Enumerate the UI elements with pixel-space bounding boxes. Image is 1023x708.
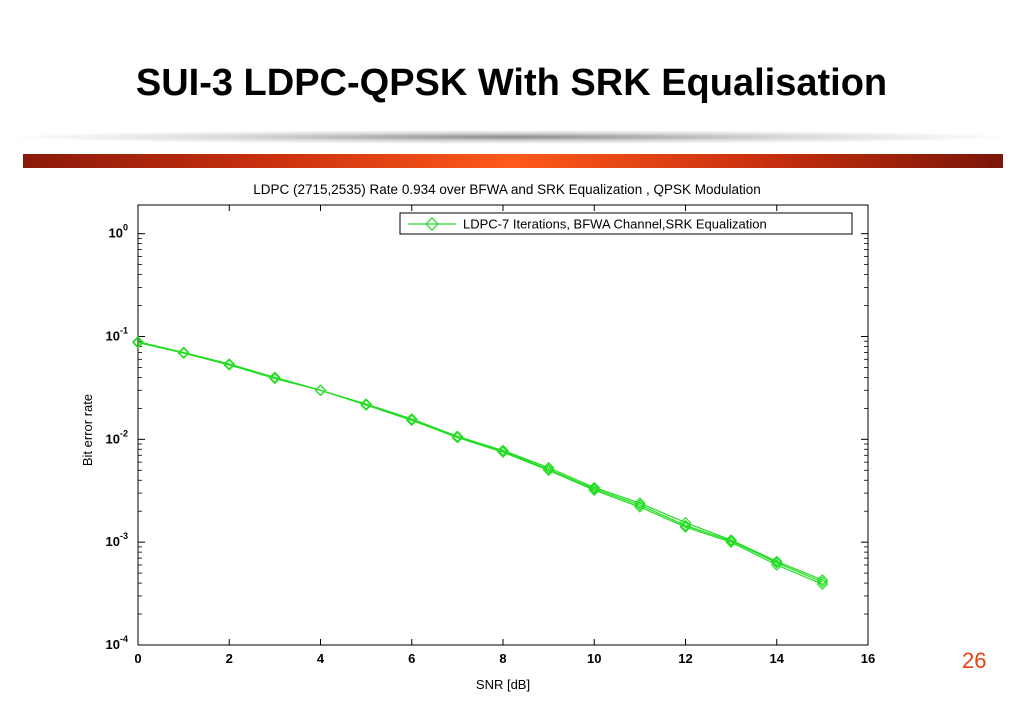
title-shadow-divider	[15, 130, 1008, 144]
data-point-marker	[679, 519, 692, 532]
accent-bar	[23, 154, 1003, 168]
series-layer	[132, 335, 829, 590]
data-point-marker	[634, 499, 646, 511]
data-point-marker	[588, 483, 601, 495]
legend-entry-label: LDPC-7 Iterations, BFWA Channel,SRK Equa…	[463, 217, 767, 232]
series-line-2	[137, 342, 823, 585]
data-point-marker	[770, 559, 783, 571]
series-line-3	[137, 341, 823, 583]
data-point-marker	[816, 578, 829, 590]
plot-area	[137, 204, 869, 646]
y-axis-label: Bit error rate	[80, 394, 95, 466]
data-point-marker	[177, 346, 190, 359]
x-tick-label: 16	[861, 651, 875, 666]
data-point-marker	[588, 484, 601, 496]
data-point-marker	[269, 371, 281, 384]
data-point-marker	[405, 413, 418, 425]
slide-title: SUI-3 LDPC-QPSK With SRK Equalisation	[135, 62, 888, 104]
data-point-marker	[725, 536, 737, 548]
data-point-marker	[405, 413, 418, 426]
data-point-marker	[542, 461, 555, 474]
legend-marker	[425, 217, 439, 231]
data-point-marker	[816, 576, 829, 588]
data-point-marker	[770, 557, 783, 569]
data-point-marker	[497, 445, 509, 457]
chart-title: LDPC (2715,2535) Rate 0.934 over BFWA an…	[253, 182, 761, 197]
x-axis-ticks: 0 2 4 6 8 10 12 14 16	[134, 205, 875, 666]
data-point-marker	[314, 384, 327, 397]
y-tick-label: 100	[109, 223, 128, 241]
y-tick-label: 10-2	[106, 428, 128, 446]
x-tick-label: 6	[408, 651, 415, 666]
legend: LDPC-7 Iterations, BFWA Channel,SRK Equa…	[399, 212, 853, 235]
data-point-marker	[634, 501, 646, 513]
x-tick-label: 0	[134, 651, 141, 666]
x-tick-label: 2	[226, 651, 233, 666]
legend-box	[399, 212, 853, 235]
data-point-marker	[770, 555, 783, 568]
data-point-marker	[132, 335, 144, 348]
data-point-marker	[725, 535, 737, 547]
x-tick-label: 14	[770, 651, 785, 666]
x-tick-label: 8	[499, 651, 506, 666]
data-point-marker	[451, 430, 464, 443]
x-tick-label: 4	[317, 651, 325, 666]
x-axis-label: SNR [dB]	[476, 677, 530, 692]
ber-chart: LDPC (2715,2535) Rate 0.934 over BFWA an…	[80, 182, 875, 692]
data-point-marker	[542, 463, 555, 476]
y-tick-label: 10-1	[106, 325, 128, 343]
x-tick-label: 10	[587, 651, 601, 666]
data-point-marker	[132, 336, 144, 349]
y-tick-label: 10-3	[106, 531, 128, 549]
data-point-marker	[816, 574, 829, 586]
y-tick-label: 10-4	[106, 634, 128, 652]
x-tick-label: 12	[678, 651, 692, 666]
data-point-marker	[223, 358, 236, 370]
data-point-marker	[588, 481, 601, 494]
data-point-marker	[451, 431, 464, 443]
data-point-marker	[725, 534, 737, 546]
data-point-marker	[679, 521, 692, 533]
data-point-marker	[634, 497, 646, 509]
page-number: 26	[962, 648, 987, 673]
data-point-marker	[360, 398, 372, 410]
